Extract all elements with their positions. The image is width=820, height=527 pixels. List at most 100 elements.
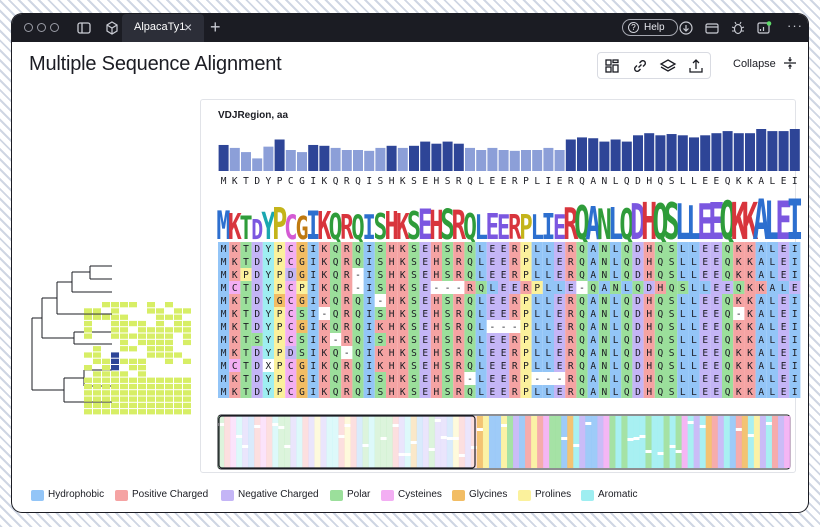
- alignment-residue: K: [322, 322, 328, 333]
- overview-column: [374, 416, 381, 468]
- alignment-cell: [722, 281, 734, 294]
- heatmap-cell: [147, 383, 155, 390]
- window-minimize-dot[interactable]: [37, 23, 46, 32]
- alignment-cell: [509, 255, 521, 268]
- alignment-cell: [453, 294, 465, 307]
- sidebar-toggle-icon[interactable]: [76, 20, 92, 36]
- alignment-cell: [554, 281, 566, 294]
- alignment-residue: Q: [355, 309, 361, 320]
- alignment-residue: Q: [658, 309, 664, 320]
- cube-icon[interactable]: [104, 20, 120, 36]
- alignment-residue: E: [714, 322, 720, 333]
- dashboard-icon[interactable]: [756, 20, 772, 36]
- alignment-cell: [307, 346, 319, 359]
- alignment-residue: S: [254, 335, 260, 346]
- collapse-button[interactable]: Collapse: [733, 58, 776, 70]
- heatmap-cell: [147, 339, 155, 346]
- credit-card-icon[interactable]: [704, 20, 720, 36]
- plus-icon[interactable]: +: [210, 17, 221, 37]
- alignment-residue: A: [590, 387, 596, 398]
- conservation-bar: [263, 146, 274, 171]
- alignment-cell: [531, 346, 543, 359]
- alignment-residue: L: [680, 348, 686, 359]
- conservation-bar: [700, 135, 711, 171]
- alignment-residue: L: [613, 322, 619, 333]
- alignment-residue: P: [523, 309, 529, 320]
- alignment-cell: [576, 294, 588, 307]
- close-icon[interactable]: ×: [184, 19, 193, 35]
- alignment-residue: I: [310, 309, 316, 320]
- layout-grid-icon[interactable]: [603, 57, 621, 75]
- collapse-arrows-icon[interactable]: [784, 57, 796, 69]
- alignment-cell: [296, 359, 308, 372]
- alignment-cell: [610, 307, 622, 320]
- heatmap-cell: [138, 327, 146, 333]
- alignment-residue: K: [747, 335, 753, 346]
- more-icon[interactable]: ···: [787, 18, 803, 33]
- alignment-residue: M: [221, 296, 227, 307]
- alignment-residue: Q: [725, 374, 731, 385]
- dendrogram-branch: [71, 271, 112, 293]
- alignment-residue: E: [422, 257, 428, 268]
- alignment-cell: [677, 307, 689, 320]
- alignment-residue: E: [702, 348, 708, 359]
- overview-column: [705, 416, 713, 468]
- alignment-residue: N: [602, 374, 608, 385]
- alignment-residue: A: [590, 361, 596, 372]
- alignment-cell: [766, 307, 778, 320]
- download-icon[interactable]: [678, 20, 694, 36]
- alignment-cell: [654, 268, 666, 281]
- alignment-cell: [363, 385, 375, 398]
- consensus-letter: P: [523, 176, 529, 187]
- heatmap-cell: [111, 314, 119, 320]
- tab-alpacaty1[interactable]: AlpacaTy1 ×: [122, 14, 204, 42]
- alignment-cell: [442, 346, 454, 359]
- alignment-residue: L: [478, 309, 484, 320]
- alignment-residue: E: [714, 244, 720, 255]
- alignment-cell: [677, 268, 689, 281]
- alignment-cell: [408, 242, 420, 255]
- alignment-residue: Q: [658, 361, 664, 372]
- alignment-cell: [352, 268, 364, 281]
- logo-letter: R: [508, 208, 522, 247]
- alignment-residue: R: [512, 270, 518, 281]
- export-icon[interactable]: [687, 57, 705, 75]
- heatmap-cell: [102, 402, 110, 409]
- window-close-dot[interactable]: [24, 23, 33, 32]
- window-maximize-dot[interactable]: [50, 23, 59, 32]
- alignment-residue: L: [534, 335, 540, 346]
- alignment-cell: [408, 359, 420, 372]
- alignment-residue: N: [602, 309, 608, 320]
- alignment-cell: [274, 320, 286, 333]
- alignment-residue: L: [490, 283, 496, 294]
- heatmap-cell: [174, 314, 182, 320]
- alignment-residue: E: [714, 257, 720, 268]
- alignment-cell: [610, 346, 622, 359]
- overview-column: [519, 416, 526, 468]
- alignment-cell: [688, 346, 700, 359]
- alignment-cell: [610, 372, 622, 385]
- logo-letter: I: [363, 208, 376, 247]
- alignment-cell: [531, 268, 543, 281]
- help-button[interactable]: ? Help: [622, 19, 678, 36]
- link-icon[interactable]: [631, 57, 649, 75]
- alignment-residue: Y: [266, 283, 272, 294]
- alignment-cell: [789, 255, 801, 268]
- overview-column: [723, 416, 731, 468]
- alignment-cell: [576, 268, 588, 281]
- heatmap-cell: [102, 390, 110, 396]
- layers-icon[interactable]: [659, 57, 677, 75]
- heatmap-cell: [174, 327, 182, 333]
- alignment-cell: [766, 242, 778, 255]
- alignment-residue: P: [277, 348, 283, 359]
- bug-icon[interactable]: [730, 20, 746, 36]
- alignment-cell: [677, 281, 689, 294]
- heatmap-cell: [111, 308, 119, 314]
- alignment-residue: K: [322, 257, 328, 268]
- alignment-residue: L: [770, 374, 776, 385]
- alignment-residue: R: [344, 257, 350, 268]
- alignment-cell: [453, 346, 465, 359]
- alignment-residue: K: [747, 387, 753, 398]
- consensus-letter: I: [792, 176, 798, 187]
- overview-column: [422, 416, 430, 468]
